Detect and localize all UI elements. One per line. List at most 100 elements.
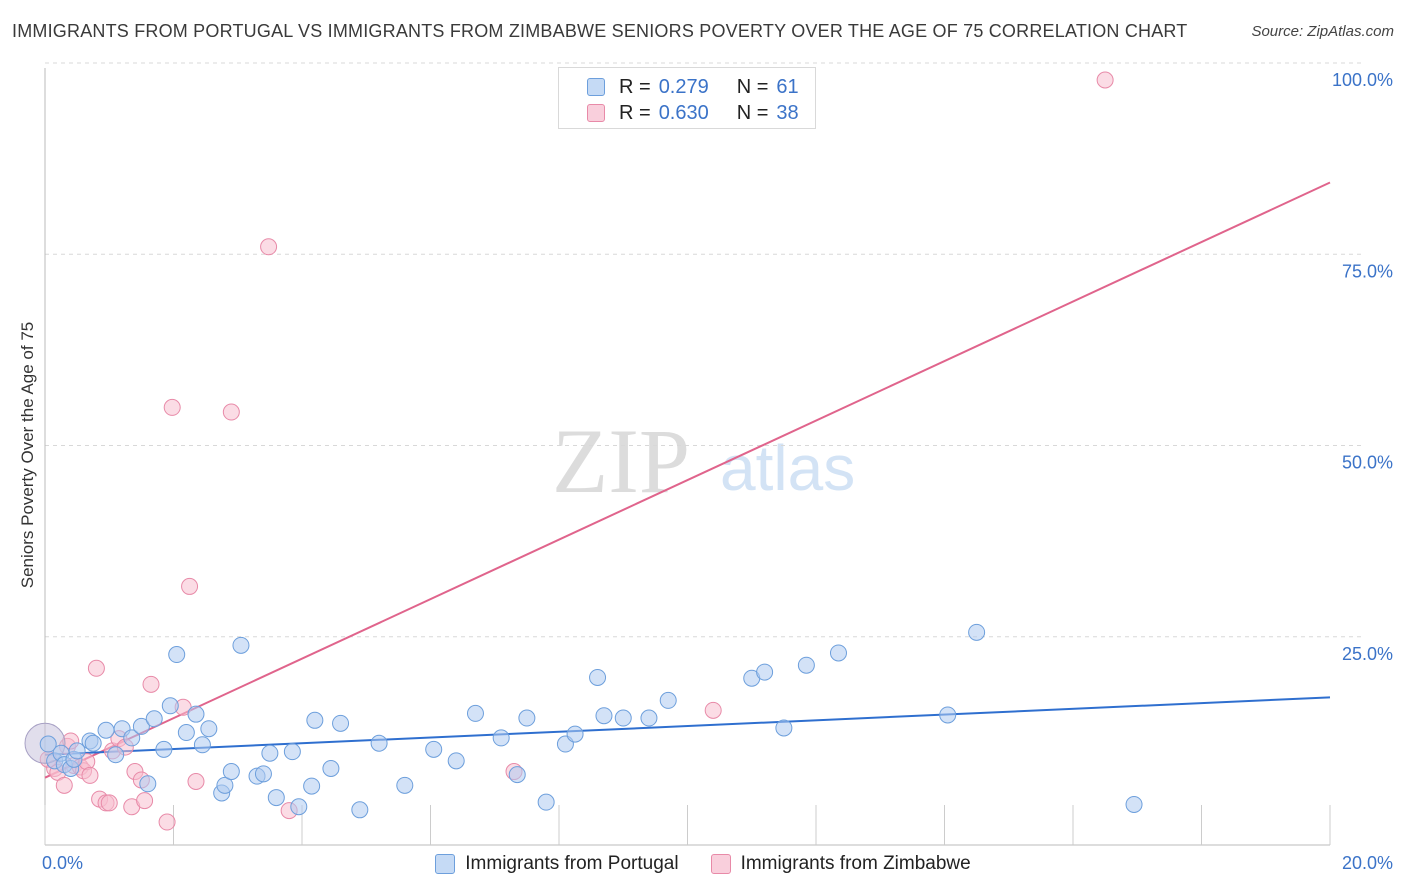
y-axis-label: Seniors Poverty Over the Age of 75: [18, 321, 37, 589]
point-portugal-61: [1125, 795, 1143, 813]
point-portugal-10: [107, 746, 125, 764]
point-portugal-43: [492, 729, 510, 747]
point-portugal-39: [396, 776, 414, 794]
point-zimbabwe-32: [704, 701, 722, 719]
point-portugal-59: [939, 706, 957, 724]
tick-labels: 25.0% 50.0% 75.0% 100.0% 0.0% 20.0%: [42, 70, 1393, 873]
y-tick-label: 75.0%: [1342, 261, 1393, 281]
point-portugal-25: [222, 763, 240, 781]
series-portugal-points: [24, 623, 1143, 819]
point-portugal-22: [200, 720, 218, 738]
point-zimbabwe-33: [1096, 71, 1114, 89]
point-portugal-50: [595, 707, 613, 725]
legend-n-value: 38: [776, 101, 799, 124]
grid-lines: [45, 62, 1365, 638]
bottom-legend-portugal: Immigrants from Portugal: [435, 853, 679, 875]
point-portugal-6: [68, 742, 86, 760]
point-zimbabwe-3: [55, 776, 73, 794]
point-portugal-34: [306, 711, 324, 729]
legend: R = 0.279 N = 61 R = 0.630 N = 38: [558, 67, 816, 129]
bottom-legend-label-portugal: Immigrants from Portugal: [465, 853, 679, 874]
chart-source: Source: ZipAtlas.com: [1251, 23, 1394, 40]
point-portugal-57: [797, 656, 815, 674]
watermark-atlas: atlas: [720, 432, 855, 504]
bottom-legend-swatch-portugal: [435, 854, 456, 874]
point-portugal-8: [84, 734, 102, 752]
point-zimbabwe-23: [158, 813, 176, 831]
point-zimbabwe-24: [163, 398, 181, 416]
point-zimbabwe-10: [81, 766, 99, 784]
legend-n-value: 61: [776, 75, 799, 98]
point-portugal-20: [187, 705, 205, 723]
point-portugal-44: [508, 766, 526, 784]
point-portugal-36: [332, 714, 350, 732]
point-portugal-9: [97, 721, 115, 739]
y-tick-label: 100.0%: [1332, 70, 1393, 90]
chart-title: IMMIGRANTS FROM PORTUGAL VS IMMIGRANTS F…: [12, 21, 1188, 41]
point-portugal-58: [829, 644, 847, 662]
point-portugal-60: [968, 623, 986, 641]
point-portugal-49: [589, 668, 607, 686]
point-portugal-52: [640, 709, 658, 727]
point-portugal-16: [155, 740, 173, 758]
point-portugal-37: [351, 801, 369, 819]
legend-n-label: N =: [736, 75, 769, 98]
legend-row-portugal: R = 0.279 N = 61: [587, 75, 799, 99]
point-zimbabwe-28: [222, 403, 240, 421]
point-portugal-45: [518, 709, 536, 727]
legend-r-value: 0.279: [658, 75, 709, 98]
point-zimbabwe-26: [181, 577, 199, 595]
legend-swatch-portugal: [587, 78, 605, 96]
point-zimbabwe-21: [136, 792, 154, 810]
trend-line-zimbabwe: [44, 181, 1331, 779]
point-zimbabwe-29: [260, 238, 278, 256]
point-portugal-42: [466, 704, 484, 722]
bottom-legend-label-zimbabwe: Immigrants from Zimbabwe: [740, 853, 971, 874]
point-portugal-48: [566, 725, 584, 743]
point-portugal-41: [447, 752, 465, 770]
legend-n-label: N =: [736, 101, 769, 124]
watermark-zip: ZIP: [552, 410, 690, 512]
point-portugal-12: [123, 729, 141, 747]
legend-r-value: 0.630: [658, 101, 709, 124]
point-portugal-35: [322, 760, 340, 777]
point-portugal-33: [303, 777, 321, 795]
point-portugal-18: [168, 646, 186, 664]
y-tick-label: 25.0%: [1342, 644, 1393, 664]
axes: [44, 68, 1331, 846]
point-portugal-38: [370, 734, 388, 752]
point-zimbabwe-27: [187, 773, 205, 791]
point-portugal-53: [659, 691, 677, 709]
bottom-legend: Immigrants from Portugal Immigrants from…: [0, 852, 1406, 876]
point-portugal-40: [425, 740, 443, 758]
point-portugal-51: [614, 709, 632, 727]
point-portugal-55: [756, 663, 774, 681]
legend-row-zimbabwe: R = 0.630 N = 38: [587, 101, 799, 125]
point-portugal-28: [254, 765, 272, 783]
point-zimbabwe-11: [87, 659, 105, 677]
point-portugal-13: [132, 717, 150, 735]
point-zimbabwe-22: [142, 675, 160, 693]
point-portugal-31: [283, 743, 301, 761]
legend-r-label: R =: [619, 75, 651, 98]
point-portugal-26: [232, 636, 250, 654]
trend-lines: [44, 181, 1331, 779]
point-portugal-56: [775, 719, 793, 737]
point-portugal-0: [39, 735, 57, 753]
x-tick-label: 0.0%: [42, 853, 83, 873]
legend-r-label: R =: [619, 101, 651, 124]
point-portugal-24: [216, 776, 234, 794]
point-portugal-29: [261, 744, 279, 762]
point-zimbabwe-14: [100, 794, 118, 812]
watermark: ZIP atlas: [552, 410, 855, 512]
point-portugal-17: [161, 697, 179, 715]
y-tick-label: 50.0%: [1342, 453, 1393, 473]
legend-swatch-zimbabwe: [587, 104, 605, 122]
trend-line-portugal: [44, 696, 1331, 756]
point-portugal-21: [193, 736, 211, 754]
point-portugal-14: [139, 775, 157, 793]
point-portugal-46: [537, 793, 555, 811]
bottom-legend-swatch-zimbabwe: [710, 854, 731, 874]
point-portugal-30: [267, 789, 285, 807]
